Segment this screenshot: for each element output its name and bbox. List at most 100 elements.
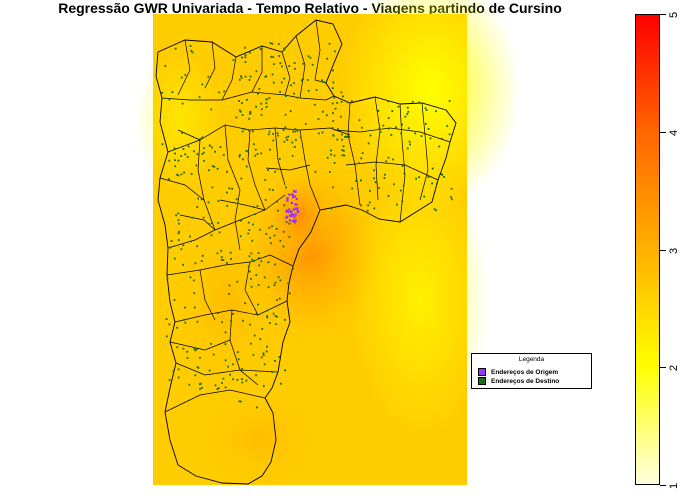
destination-point [279, 62, 282, 65]
destination-point [360, 179, 362, 182]
destination-point [208, 169, 210, 172]
destination-point [315, 89, 318, 91]
destination-point [257, 252, 260, 254]
destination-point [369, 134, 372, 137]
destination-point [263, 276, 266, 279]
origin-point [286, 197, 289, 200]
destination-point [280, 382, 282, 385]
destination-point [218, 231, 221, 234]
destination-point [238, 400, 241, 403]
destination-point [275, 228, 278, 230]
destination-point [258, 264, 261, 267]
destination-point [266, 316, 269, 319]
destination-point [177, 232, 180, 235]
destination-point [276, 200, 279, 203]
destination-point [194, 374, 197, 377]
destination-point [255, 274, 258, 276]
destination-point [183, 318, 186, 321]
destination-point [397, 105, 400, 108]
destination-point [259, 228, 262, 231]
destination-point [279, 279, 282, 282]
destination-point [241, 114, 244, 116]
destination-point [255, 105, 257, 108]
destination-point [360, 204, 362, 207]
origin-point [290, 214, 293, 217]
destination-point [332, 69, 334, 72]
destination-point [317, 118, 320, 120]
destination-point [350, 100, 353, 103]
origin-point [293, 221, 296, 224]
destination-point [248, 129, 250, 132]
origin-point [293, 190, 296, 193]
destination-point [260, 152, 263, 155]
destination-point [425, 123, 427, 125]
destination-point [334, 107, 337, 110]
destination-point [245, 379, 248, 382]
destination-point [269, 42, 272, 44]
destination-point [240, 76, 243, 79]
destination-point [217, 387, 220, 389]
destination-point [220, 258, 223, 261]
destination-point [177, 239, 180, 241]
legend: Legenda Endereços de Origem Endereços de… [471, 353, 592, 389]
destination-point [265, 350, 268, 353]
destination-point [173, 257, 176, 260]
destination-point [220, 256, 223, 258]
destination-point [332, 186, 334, 189]
destination-point [291, 154, 294, 157]
destination-point [257, 303, 259, 306]
destination-point [164, 65, 167, 67]
destination-point [261, 328, 264, 330]
destination-point [328, 42, 331, 45]
destination-point [282, 230, 285, 233]
destination-point [285, 186, 287, 189]
destination-point [262, 385, 265, 387]
destination-point [302, 62, 305, 65]
destination-point [238, 100, 240, 102]
destination-point [342, 95, 344, 98]
origin-point [295, 197, 298, 201]
destination-point [184, 74, 187, 76]
destination-point [294, 67, 296, 70]
destination-point [174, 152, 176, 155]
destination-point [246, 98, 248, 101]
destination-point [382, 124, 385, 127]
destination-point [211, 165, 214, 167]
destination-point [224, 343, 227, 346]
destination-point [438, 145, 441, 148]
destination-point [293, 146, 296, 148]
destination-point [237, 202, 239, 204]
destination-point [226, 262, 228, 264]
destination-point [202, 216, 205, 219]
destination-point [299, 136, 302, 139]
destination-point [184, 321, 187, 324]
destination-point [201, 136, 204, 139]
destination-point [273, 63, 275, 65]
destination-point [230, 258, 232, 260]
destination-point [257, 284, 260, 286]
destination-point [292, 130, 295, 133]
destination-point [182, 347, 185, 350]
destination-point [272, 56, 275, 58]
destination-point [450, 187, 453, 190]
destination-point [235, 116, 238, 119]
destination-point [283, 77, 286, 80]
legend-item-origin-label: Endereços de Origem [491, 368, 559, 376]
origin-point [290, 201, 293, 204]
destination-point [340, 100, 343, 103]
destination-point [268, 226, 271, 229]
origin-point [285, 216, 288, 219]
destination-point [178, 222, 180, 225]
destination-point [278, 55, 281, 57]
destination-point [221, 382, 223, 384]
destination-point [256, 406, 258, 409]
destination-point [228, 187, 231, 190]
destination-point [236, 379, 239, 381]
destination-point [401, 123, 403, 126]
destination-point [184, 153, 187, 156]
destination-point [241, 378, 243, 380]
destination-point [288, 222, 291, 225]
destination-point [271, 371, 274, 373]
origin-point [287, 210, 290, 213]
origin-point [292, 208, 296, 211]
